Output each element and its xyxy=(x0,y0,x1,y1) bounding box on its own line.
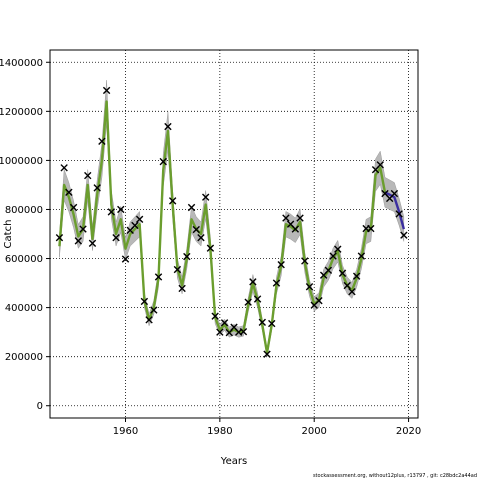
observed-point xyxy=(93,184,101,192)
observed-point xyxy=(244,298,252,306)
observed-point xyxy=(121,255,130,263)
observed-point xyxy=(249,278,257,286)
observed-point xyxy=(324,266,333,275)
plot-frame xyxy=(49,49,419,419)
axes: 1960 1980 2000 2020 0 200000 400000 600000 80000… xyxy=(0,58,421,437)
observed-point xyxy=(258,318,267,327)
observed-point xyxy=(145,316,153,324)
observed-point xyxy=(60,164,68,172)
observed-point xyxy=(84,171,92,180)
y-tick-label: 400000 xyxy=(5,303,43,314)
observed-point xyxy=(154,273,163,281)
observed-point xyxy=(164,122,172,131)
x-tick-label: 2020 xyxy=(396,426,421,437)
observed-point xyxy=(277,260,285,269)
observed-markers xyxy=(55,86,408,358)
observed-point xyxy=(135,215,144,223)
observed-point xyxy=(390,189,399,198)
observed-point xyxy=(98,137,106,145)
observed-point xyxy=(112,233,120,242)
observed-point xyxy=(168,197,177,205)
observed-point xyxy=(74,237,83,245)
observed-point xyxy=(352,272,361,280)
observed-point xyxy=(367,224,375,233)
footer-caption: stockassessment.org, without12plus, r137… xyxy=(312,473,477,479)
observed-point xyxy=(305,283,314,291)
observed-point xyxy=(79,225,87,233)
observed-point xyxy=(192,225,200,234)
observed-point xyxy=(159,157,167,166)
forecast-line xyxy=(384,191,406,230)
observed-point xyxy=(69,203,78,212)
observed-point xyxy=(296,214,304,222)
series-lines xyxy=(58,100,406,355)
observed-point xyxy=(201,193,210,201)
y-axis-label: Catch xyxy=(3,220,14,249)
observed-point xyxy=(338,269,347,277)
observed-point xyxy=(301,257,309,265)
fit-line xyxy=(58,100,387,355)
observed-point xyxy=(220,319,229,327)
observed-point xyxy=(183,252,191,261)
observed-point xyxy=(343,281,351,290)
observed-point xyxy=(216,328,224,336)
x-tick-label: 1960 xyxy=(113,426,138,437)
observed-point xyxy=(291,225,300,233)
observed-point xyxy=(282,214,290,222)
observed-point xyxy=(334,245,342,253)
observed-point xyxy=(263,350,271,358)
observed-point xyxy=(197,233,205,242)
x-tick-label: 1980 xyxy=(207,426,232,437)
observed-point xyxy=(357,252,366,260)
y-tick-label: 1400000 xyxy=(0,58,43,69)
observed-point xyxy=(140,297,149,306)
observed-point xyxy=(150,306,158,314)
observed-point xyxy=(102,86,111,95)
y-tick-label: 200000 xyxy=(5,352,43,363)
observed-point xyxy=(239,327,248,336)
observed-point xyxy=(131,221,139,230)
observed-point xyxy=(268,319,276,328)
observed-point xyxy=(348,287,356,296)
observed-point xyxy=(55,233,64,242)
observed-point xyxy=(88,239,97,248)
y-tick-label: 600000 xyxy=(5,254,43,265)
y-tick-label: 0 xyxy=(37,401,43,412)
observed-point xyxy=(65,188,73,196)
y-tick-label: 1200000 xyxy=(0,107,43,118)
observed-point xyxy=(272,279,281,287)
observed-point xyxy=(329,252,337,260)
observed-point xyxy=(253,295,262,303)
observed-point xyxy=(376,161,384,169)
observed-point xyxy=(315,297,323,305)
x-axis-label: Years xyxy=(220,456,247,467)
y-tick-label: 800000 xyxy=(5,205,43,216)
grid-lines xyxy=(50,50,418,418)
observed-point xyxy=(187,203,196,212)
observed-point xyxy=(178,284,186,293)
observed-point xyxy=(206,244,215,252)
observed-point xyxy=(211,312,219,320)
observed-point xyxy=(107,208,116,216)
y-tick-label: 1000000 xyxy=(0,156,43,167)
observed-point xyxy=(395,210,403,218)
x-tick-label: 2000 xyxy=(301,426,326,437)
observed-point xyxy=(117,205,125,214)
observed-point xyxy=(400,231,408,239)
observed-point xyxy=(173,265,182,274)
